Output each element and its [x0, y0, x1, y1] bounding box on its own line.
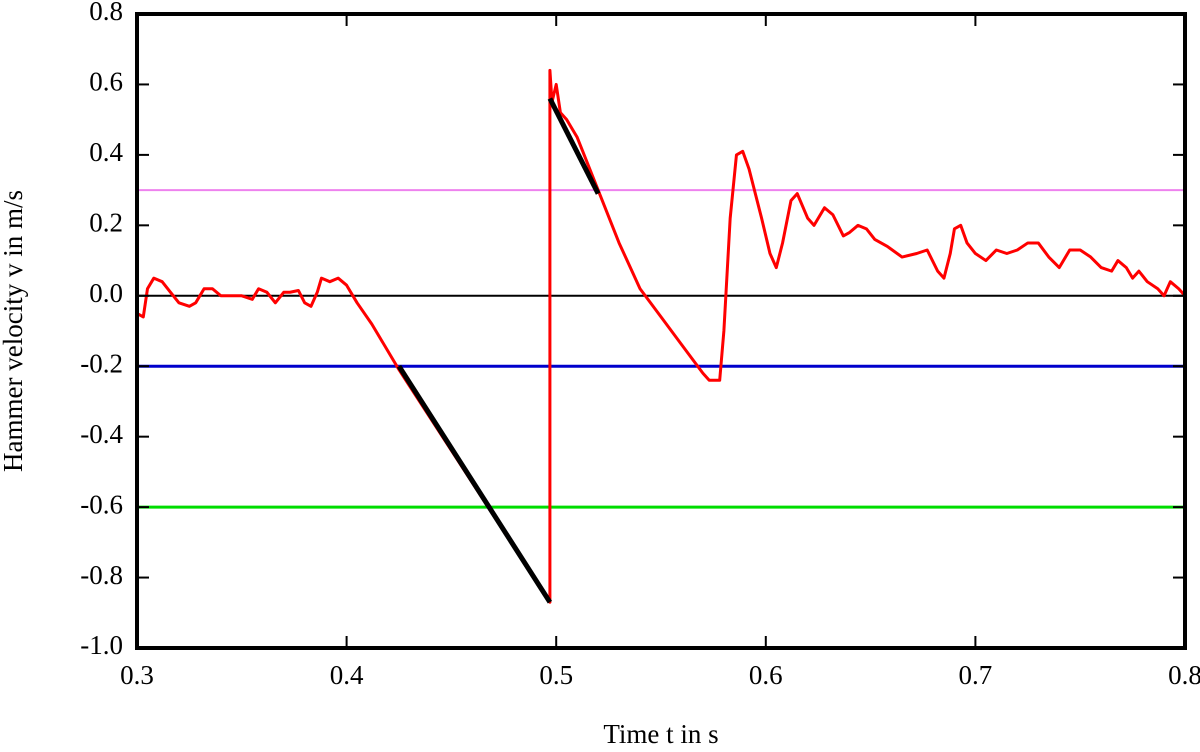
y-tick-label: -0.6: [80, 489, 123, 519]
y-tick-label: 0.8: [89, 0, 123, 26]
x-tick-label: 0.5: [539, 660, 573, 690]
x-axis-label: Time t in s: [603, 719, 718, 749]
y-tick-label: 0.2: [89, 208, 123, 238]
y-tick-label: -0.4: [80, 419, 123, 449]
y-tick-label: 0.4: [89, 137, 123, 167]
plot-frame: [135, 12, 1187, 650]
x-tick-label: 0.7: [959, 660, 993, 690]
x-tick-label: 0.6: [749, 660, 783, 690]
y-tick-label: -0.2: [80, 348, 123, 378]
x-tick-label: 0.4: [330, 660, 364, 690]
y-tick-label: 0.6: [89, 67, 123, 97]
x-tick-label: 0.3: [120, 660, 154, 690]
x-tick-label: 0.8: [1168, 660, 1200, 690]
y-axis-label: Hammer velocity v in m/s: [0, 190, 28, 472]
data-line: [547, 97, 601, 195]
data-line: [136, 68, 1187, 604]
y-tick-label: -0.8: [80, 560, 123, 590]
data-line: [396, 364, 553, 604]
y-tick-label: -1.0: [80, 630, 123, 660]
y-tick-label: 0.0: [89, 278, 123, 308]
